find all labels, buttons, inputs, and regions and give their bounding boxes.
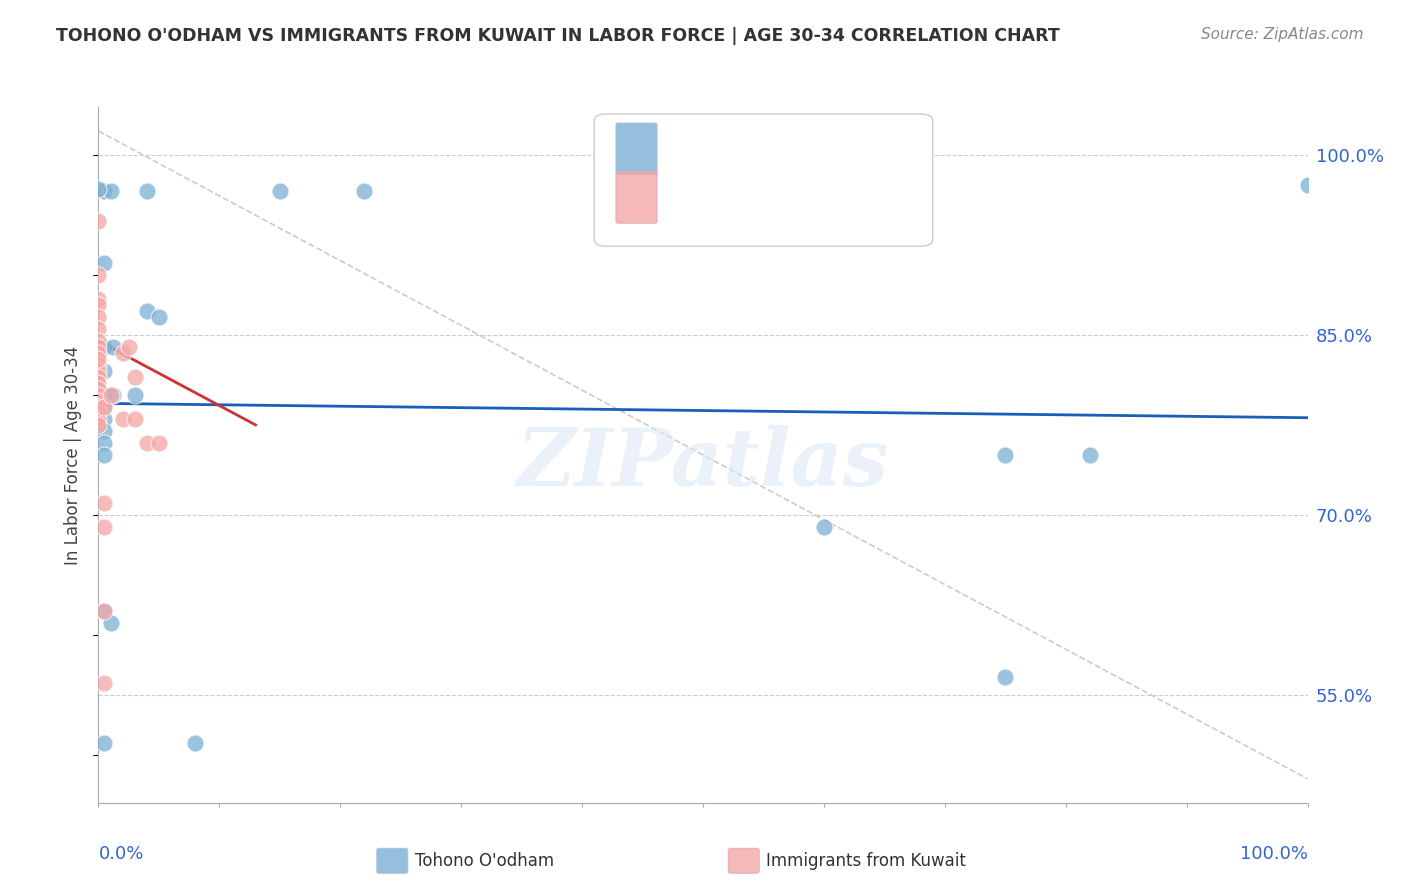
Point [93, 676, 115, 690]
Point [1296, 178, 1319, 192]
Point [994, 448, 1017, 462]
Point [100, 184, 122, 198]
Point [93, 184, 115, 198]
Point [87, 334, 110, 348]
Point [87, 417, 110, 432]
Point [87, 268, 110, 282]
Point [93, 400, 115, 414]
Point [93, 400, 115, 414]
Point [111, 346, 134, 360]
Point [93, 412, 115, 426]
Point [93, 256, 115, 270]
Point [93, 424, 115, 438]
Point [135, 184, 157, 198]
Point [93, 736, 115, 750]
Point [148, 310, 170, 324]
FancyBboxPatch shape [595, 114, 932, 246]
Point [1078, 448, 1101, 462]
Point [87, 393, 110, 408]
Point [93, 604, 115, 618]
Point [184, 736, 207, 750]
Point [87, 292, 110, 306]
Point [87, 400, 110, 414]
Point [93, 364, 115, 378]
Text: R =: R = [673, 140, 711, 158]
Text: ZIPatlas: ZIPatlas [517, 425, 889, 502]
Point [93, 604, 115, 618]
Point [87, 346, 110, 360]
Point [124, 370, 146, 384]
Point [118, 340, 141, 354]
Point [87, 298, 110, 312]
Point [87, 322, 110, 336]
Point [353, 184, 375, 198]
FancyBboxPatch shape [616, 123, 657, 175]
Text: Tohono O'odham: Tohono O'odham [415, 852, 554, 870]
Point [87, 358, 110, 372]
Text: 0.0%: 0.0% [98, 845, 143, 863]
Text: -0.012: -0.012 [721, 140, 786, 158]
Point [87, 370, 110, 384]
Point [813, 520, 835, 534]
Point [135, 304, 157, 318]
Point [93, 496, 115, 510]
Text: R =: R = [673, 188, 711, 206]
Point [87, 406, 110, 420]
Point [87, 412, 110, 426]
Point [87, 340, 110, 354]
Point [93, 448, 115, 462]
Point [101, 388, 124, 402]
Point [93, 388, 115, 402]
Text: 100.0%: 100.0% [1240, 845, 1308, 863]
Text: N =: N = [818, 140, 858, 158]
Point [124, 412, 146, 426]
Point [93, 436, 115, 450]
Point [100, 388, 122, 402]
Point [124, 388, 146, 402]
Text: -0.175: -0.175 [721, 188, 786, 206]
Text: 24: 24 [866, 140, 891, 158]
Point [101, 340, 124, 354]
Text: TOHONO O'ODHAM VS IMMIGRANTS FROM KUWAIT IN LABOR FORCE | AGE 30-34 CORRELATION : TOHONO O'ODHAM VS IMMIGRANTS FROM KUWAIT… [56, 27, 1060, 45]
Text: Source: ZipAtlas.com: Source: ZipAtlas.com [1201, 27, 1364, 42]
Text: 37: 37 [866, 188, 891, 206]
Point [135, 436, 157, 450]
Text: N =: N = [818, 188, 858, 206]
Y-axis label: In Labor Force | Age 30-34: In Labor Force | Age 30-34 [65, 345, 83, 565]
Point [111, 412, 134, 426]
Point [93, 520, 115, 534]
Point [87, 214, 110, 228]
Point [93, 340, 115, 354]
Point [87, 364, 110, 378]
Text: Immigrants from Kuwait: Immigrants from Kuwait [766, 852, 966, 870]
Point [87, 351, 110, 366]
Point [87, 376, 110, 390]
Point [87, 181, 110, 195]
Point [87, 382, 110, 396]
Point [87, 388, 110, 402]
Point [994, 670, 1017, 684]
Point [148, 436, 170, 450]
Point [269, 184, 291, 198]
Point [87, 310, 110, 324]
FancyBboxPatch shape [616, 172, 657, 223]
Point [100, 615, 122, 630]
